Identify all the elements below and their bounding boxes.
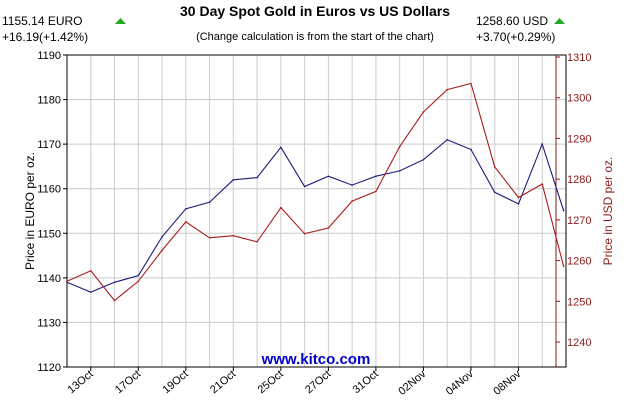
data-point-right-16 xyxy=(446,88,449,91)
data-point-right-20 xyxy=(541,183,543,185)
data-point-right-8 xyxy=(256,241,258,243)
x-tick-label-5: 27Oct xyxy=(303,368,333,396)
data-point-right-18 xyxy=(493,166,496,168)
y-axis-label-left: Price in EURO per oz. xyxy=(23,152,37,270)
data-point-left-21 xyxy=(562,209,565,212)
data-point-right-12 xyxy=(351,200,353,202)
y-axis-right: 1240 1250 1260 1270 1280 1290 1300 1310 xyxy=(556,52,591,349)
data-point-left-8 xyxy=(256,176,258,179)
data-point-left-10 xyxy=(303,185,306,188)
usd-up-arrow-icon xyxy=(554,18,565,24)
x-tick-label-4: 25Oct xyxy=(256,368,286,396)
data-point-right-15 xyxy=(422,111,425,113)
data-point-right-2 xyxy=(113,299,116,302)
series-line-left xyxy=(66,139,565,293)
data-point-right-5 xyxy=(185,221,187,223)
data-point-left-13 xyxy=(375,175,377,177)
x-tick-label-6: 31Oct xyxy=(351,368,381,396)
usd-change: +3.70(+0.29%) xyxy=(476,30,555,44)
chart-title: 30 Day Spot Gold in Euros vs US Dollars xyxy=(180,3,450,19)
y-tick-left-label-6: 1180 xyxy=(37,95,61,107)
y-tick-right-label-2: 1260 xyxy=(567,256,591,268)
data-point-right-11 xyxy=(327,227,330,229)
usd-price: 1258.60 USD xyxy=(476,14,548,28)
y-tick-right-label-0: 1240 xyxy=(567,337,591,349)
data-point-left-9 xyxy=(280,146,282,149)
data-point-right-1 xyxy=(90,270,92,272)
euro-up-arrow-icon xyxy=(115,18,126,24)
data-point-left-2 xyxy=(113,281,116,284)
data-point-right-9 xyxy=(280,206,282,209)
data-point-left-1 xyxy=(90,291,92,293)
data-point-right-0 xyxy=(66,280,68,283)
x-tick-label-9: 08Nov xyxy=(491,368,523,398)
x-tick-label-2: 19Oct xyxy=(161,368,191,396)
data-point-left-15 xyxy=(422,158,425,161)
data-point-left-11 xyxy=(327,175,330,177)
y-tick-left-label-3: 1150 xyxy=(37,228,61,240)
euro-change: +16.19(+1.42%) xyxy=(2,30,88,44)
x-tick-label-8: 04Nov xyxy=(444,368,476,398)
watermark: www.kitco.com xyxy=(261,351,371,368)
grid xyxy=(67,54,566,368)
data-point-right-19 xyxy=(517,196,520,199)
y-tick-left-label-5: 1170 xyxy=(37,139,61,151)
y-tick-right-label-1: 1250 xyxy=(567,296,591,308)
data-point-left-16 xyxy=(446,138,449,141)
data-point-left-18 xyxy=(493,191,496,194)
data-point-left-20 xyxy=(541,143,543,145)
y-tick-right-label-6: 1300 xyxy=(567,93,591,105)
data-point-right-14 xyxy=(398,145,401,148)
series-group xyxy=(66,82,565,302)
data-point-left-14 xyxy=(398,170,401,172)
y-tick-left-label-2: 1140 xyxy=(37,273,61,285)
y-tick-left-label-1: 1130 xyxy=(37,317,61,329)
y-tick-left-label-0: 1120 xyxy=(37,362,61,374)
y-tick-left-label-7: 1190 xyxy=(37,50,61,62)
x-axis: 13Oct 17Oct 19Oct 21Oct 25Oct 27Oct 31Oct 02Nov… xyxy=(65,367,524,398)
x-tick-label-0: 13Oct xyxy=(65,368,95,396)
data-point-right-17 xyxy=(470,82,472,85)
data-point-right-7 xyxy=(232,234,235,237)
y-tick-left-label-4: 1160 xyxy=(37,184,61,196)
data-point-right-3 xyxy=(137,280,140,283)
data-point-left-3 xyxy=(137,274,140,277)
y-tick-right-label-5: 1290 xyxy=(567,133,591,145)
x-tick-label-7: 02Nov xyxy=(396,368,428,398)
data-point-right-21 xyxy=(562,265,565,268)
data-point-right-4 xyxy=(161,249,163,252)
plot-frame xyxy=(66,54,567,368)
data-point-left-19 xyxy=(517,203,520,205)
data-point-right-10 xyxy=(303,232,306,235)
x-tick-label-1: 17Oct xyxy=(113,368,143,396)
y-tick-right-label-4: 1280 xyxy=(567,174,591,186)
series-line-right xyxy=(66,82,565,302)
euro-price: 1155.14 EURO xyxy=(2,14,83,28)
data-point-left-6 xyxy=(208,201,211,203)
y-tick-right-label-3: 1270 xyxy=(567,215,591,227)
y-axis-label-right: Price in USD per oz. xyxy=(601,157,615,266)
chart-subtitle: (Change calculation is from the start of… xyxy=(196,31,434,43)
y-axis-left: 1120 1130 1140 1150 1160 1170 1180 1190 xyxy=(37,50,67,374)
data-point-right-13 xyxy=(375,190,377,193)
data-point-left-4 xyxy=(161,236,163,238)
data-point-left-5 xyxy=(185,208,187,210)
data-point-left-12 xyxy=(351,184,353,186)
data-point-left-7 xyxy=(232,179,235,181)
data-point-right-6 xyxy=(208,237,211,239)
data-point-left-17 xyxy=(470,148,472,151)
y-tick-right-label-7: 1310 xyxy=(567,52,591,64)
x-tick-label-3: 21Oct xyxy=(208,368,238,396)
